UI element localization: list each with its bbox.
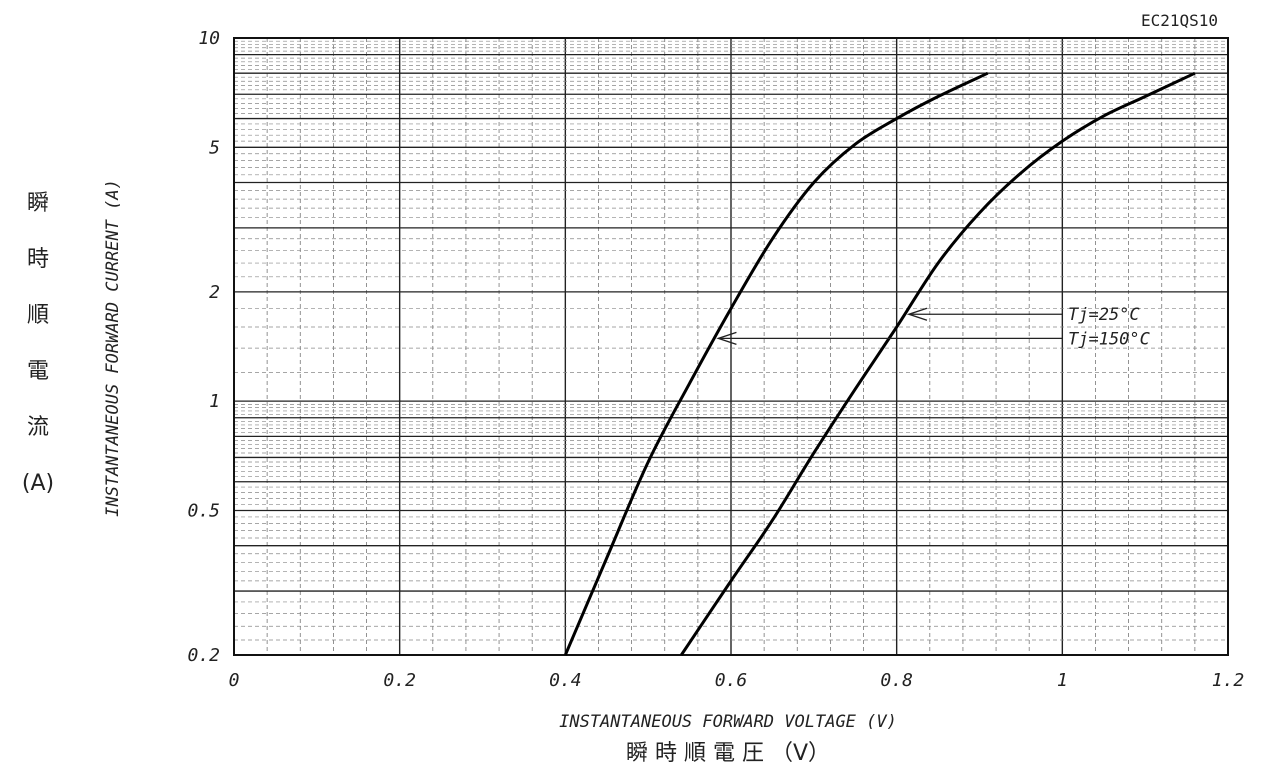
x-axis-label: INSTANTANEOUS FORWARD VOLTAGE (V) [559,712,897,732]
curve-tj-150 [563,71,989,656]
y-tick-label: 5 [209,137,220,158]
model-number: EC21QS10 [1141,11,1218,30]
y-axis-label-jp-char: (A) [22,471,54,496]
curves [563,71,1196,656]
x-tick-label: 0.2 [383,670,416,691]
plot-frame [233,37,1229,656]
annotations: Tj=25°C Tj=150°C [716,305,1151,349]
y-axis-label-jp-char: 時 [27,247,49,272]
annotation-arrow [716,331,737,346]
x-tick-label: 0 [229,670,240,691]
x-tick-labels: 0 0.2 0.4 0.6 0.8 1 1.2 [229,670,1245,691]
y-tick-label: 0.2 [187,645,220,666]
x-tick-label: 0.8 [880,670,913,691]
y-axis-label-jp-char: 流 [27,415,49,440]
curve-tj-25 [680,71,1196,656]
y-axis-label-jp-char: 瞬 [27,191,49,216]
y-tick-label: 0.5 [187,500,220,521]
x-tick-label: 1 [1057,670,1068,691]
grid [234,38,1228,655]
y-tick-label: 10 [198,28,220,49]
y-tick-labels: 0.2 0.5 1 2 5 10 [187,28,220,666]
y-tick-label: 1 [209,391,220,412]
x-tick-label: 1.2 [1212,670,1245,691]
annotation-label: Tj=150°C [1068,329,1151,349]
x-tick-label: 0.6 [715,670,748,691]
x-axis-label-jp: 瞬 時 順 電 圧 （V） [626,741,830,766]
y-axis-label-jp-char: 順 [27,303,49,328]
annotation-arrow [906,307,928,321]
y-axis-label-jp-char: 電 [27,359,49,384]
annotation-label: Tj=25°C [1068,305,1140,325]
x-tick-label: 0.4 [549,670,582,691]
y-axis-label: INSTANTANEOUS FORWARD CURRENT (A) [103,179,123,517]
y-tick-label: 2 [209,282,220,303]
